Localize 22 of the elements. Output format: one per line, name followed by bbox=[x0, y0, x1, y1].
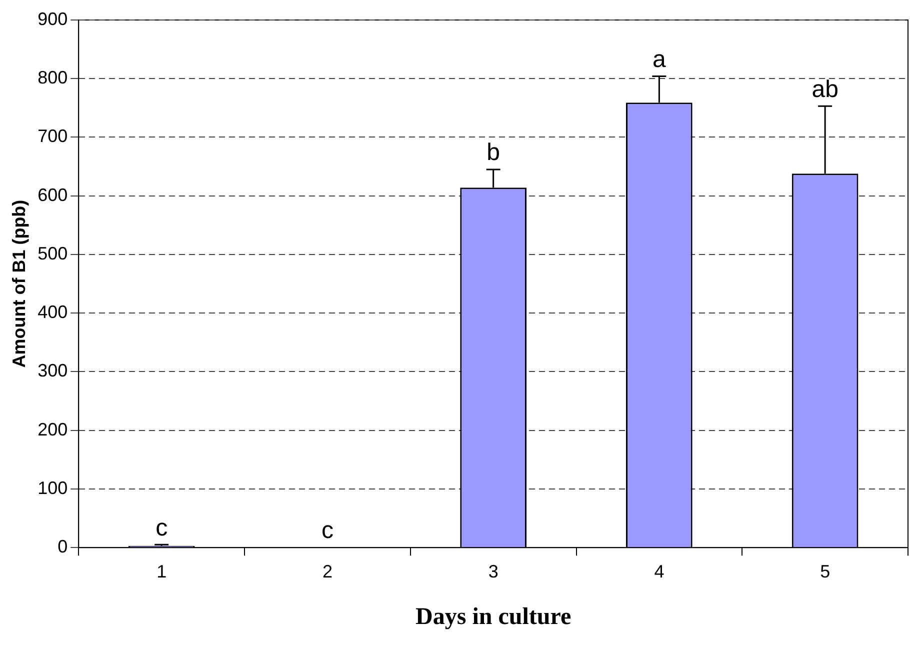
y-tick-label: 300 bbox=[38, 360, 68, 381]
y-tick-label: 400 bbox=[38, 302, 68, 322]
x-tick-label: 1 bbox=[156, 561, 167, 582]
x-tick-label: 3 bbox=[488, 561, 498, 582]
y-tick-label: 600 bbox=[38, 184, 68, 205]
y-tick-label: 500 bbox=[38, 243, 68, 264]
annotation: b bbox=[486, 139, 500, 166]
y-tick-label: 700 bbox=[38, 126, 68, 146]
annotation: ab bbox=[812, 76, 838, 103]
y-tick-label: 100 bbox=[38, 478, 68, 498]
x-axis-title: Days in culture bbox=[416, 604, 572, 630]
y-tick-label: 900 bbox=[38, 8, 68, 29]
y-tick-label: 0 bbox=[58, 536, 68, 557]
y-axis-title: Amount of B1 (ppb) bbox=[8, 200, 29, 368]
y-tick-label: 200 bbox=[38, 419, 68, 440]
annotation: c bbox=[321, 517, 334, 544]
x-tick-label: 2 bbox=[322, 561, 332, 582]
y-tick-label: 800 bbox=[38, 68, 68, 88]
x-tick-label: 4 bbox=[654, 561, 664, 582]
x-tick-label: 5 bbox=[820, 561, 830, 582]
annotation: c bbox=[156, 514, 168, 542]
annotation: a bbox=[652, 46, 667, 73]
